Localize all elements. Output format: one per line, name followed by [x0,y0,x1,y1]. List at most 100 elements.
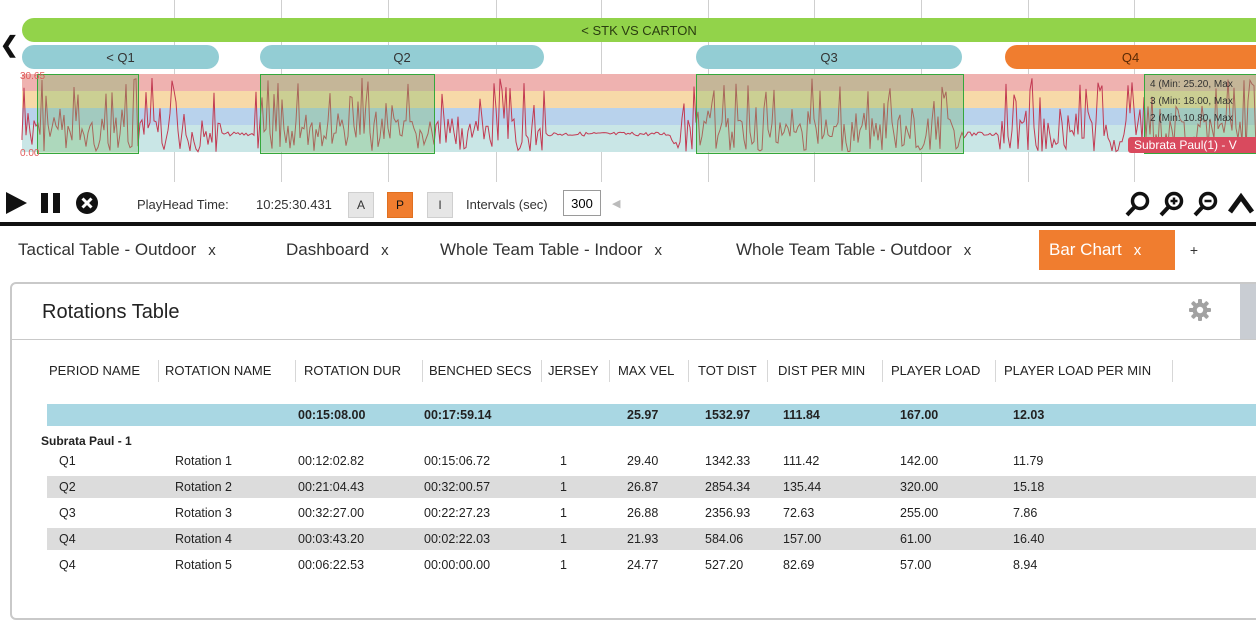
table-cell: 26.88 [627,506,659,520]
rotation-selection[interactable] [696,74,964,154]
mode-p-button[interactable]: P [387,192,413,218]
quarter-q3-pill[interactable]: Q3 [696,45,962,69]
tab-bar: Tactical Table - Outdoor x Dashboard x Who… [0,230,1256,270]
gear-icon[interactable] [1188,298,1212,322]
table-cell: Q3 [59,506,76,520]
tab-whole-team-table-indoor[interactable]: Whole Team Table - Indoor x [414,230,740,270]
panel-side-handle[interactable] [1240,284,1256,339]
game-period-bar[interactable]: < STK VS CARTON [22,18,1256,42]
column-header[interactable]: PERIOD NAME [49,363,141,378]
chevron-up-icon[interactable] [1226,190,1256,218]
search-icon[interactable] [1124,190,1152,218]
tab-whole-team-table-outdoor[interactable]: Whole Team Table - Outdoor x [718,230,1054,270]
table-cell: 2854.34 [705,480,751,494]
quarter-q2-pill[interactable]: Q2 [260,45,544,69]
playhead-time: 10:25:30.431 [256,197,332,212]
close-icon[interactable]: x [1133,241,1142,259]
table-cell: 16.40 [1013,532,1045,546]
chevron-left-icon[interactable]: ❮ [0,32,19,57]
table-cell: Q4 [59,558,76,572]
table-cell: 00:02:22.03 [424,532,491,546]
table-cell: 157.00 [783,532,822,546]
panel-header: Rotations Table [12,284,1256,340]
table-cell: 1 [560,558,567,572]
table-cell: 24.77 [627,558,659,572]
rotation-selection[interactable] [260,74,435,154]
pause-icon[interactable] [38,190,64,216]
play-icon[interactable] [3,190,29,216]
quarter-q4-pill[interactable]: Q4 [1005,45,1256,69]
table-row[interactable]: Q2 Rotation 2 00:21:04.43 00:32:00.57 1 26.87… [47,476,1256,498]
zoom-in-icon[interactable] [1158,190,1186,218]
group-label: Subrata Paul - 1 [41,434,132,448]
velocity-trace [21,77,1256,153]
table-cell: 29.40 [627,454,659,468]
table-cell: Rotation 5 [175,558,232,572]
table-cell: 1 [560,506,567,520]
rotations-table-panel: Rotations Table PERIOD NAME ROTATION NAM… [10,282,1256,620]
add-tab-button[interactable]: + [1189,242,1199,258]
table-cell: Rotation 2 [175,480,232,494]
column-header[interactable]: JERSEY [548,363,599,378]
table-cell: 00:32:00.57 [424,480,491,494]
close-icon[interactable]: x [963,241,972,259]
tab-label: Bar Chart [1049,240,1122,259]
totals-row[interactable]: 00:15:08.00 00:17:59.14 25.97 1532.97 11… [47,404,1256,426]
close-icon[interactable]: x [208,241,216,259]
table-cell: Q4 [59,532,76,546]
column-separator [1172,360,1173,382]
player-tag[interactable]: Subrata Paul(1) - V [1128,137,1256,153]
column-header[interactable]: DIST PER MIN [778,363,866,378]
quarter-q1-pill[interactable]: < Q1 [22,45,219,69]
intervals-input[interactable] [563,190,601,216]
table-cell: 12.03 [1013,408,1045,422]
column-header[interactable]: PLAYER LOAD PER MIN [1004,363,1152,378]
table-cell: 1342.33 [705,454,751,468]
column-separator [882,360,883,382]
mode-a-button[interactable]: A [348,192,374,218]
table-row[interactable]: Q4 Rotation 4 00:03:43.20 00:02:22.03 1 21.93… [47,528,1256,550]
column-header[interactable]: BENCHED SECS [429,363,532,378]
caret-left-icon[interactable]: ◀ [612,198,621,210]
table-row[interactable]: Q3 Rotation 3 00:32:27.00 00:22:27.23 1 26.88… [47,502,1256,524]
table-cell: 111.42 [783,454,820,468]
column-header[interactable]: MAX VEL [618,363,675,378]
table-cell: 1532.97 [705,408,751,422]
table-cell: 00:21:04.43 [298,480,365,494]
table-cell: 1 [560,454,567,468]
tab-label: Whole Team Table - Indoor [440,240,643,259]
tab-bar-chart[interactable]: Bar Chart x [1039,230,1175,270]
table-cell: 7.86 [1013,506,1038,520]
stop-circle-icon[interactable] [74,190,100,216]
table-cell: 00:12:02.82 [298,454,365,468]
column-header[interactable]: ROTATION NAME [165,363,272,378]
section-divider [0,222,1256,226]
close-icon[interactable]: x [654,241,663,259]
table-row[interactable]: Q1 Rotation 1 00:12:02.82 00:15:06.72 1 29.40… [47,450,1256,472]
rotation-selection[interactable] [37,74,139,154]
column-header[interactable]: ROTATION DUR [304,363,402,378]
column-header[interactable]: TOT DIST [698,363,757,378]
intervals-label: Intervals (sec) [466,197,548,212]
table-row[interactable]: Q4 Rotation 5 00:06:22.53 00:00:00.00 1 24.77… [47,554,1256,576]
table-cell: 00:15:06.72 [424,454,491,468]
table-cell: 11.79 [1013,454,1044,468]
close-icon[interactable]: x [381,241,389,259]
tab-tactical-table-outdoor[interactable]: Tactical Table - Outdoor x [0,230,284,270]
table-cell: 82.69 [783,558,815,572]
zoom-out-icon[interactable] [1192,190,1220,218]
table-cell: 15.18 [1013,480,1045,494]
timeline-panel[interactable]: ❮ < STK VS CARTON < Q1 Q2 Q3 Q4 30.65 0.… [0,0,1256,182]
table-cell: 00:00:00.00 [424,558,491,572]
mode-i-button[interactable]: I [427,192,453,218]
tab-dashboard[interactable]: Dashboard x [266,230,434,270]
tab-label: Tactical Table - Outdoor [18,240,197,259]
table-cell: Q2 [59,480,76,494]
table-cell: 167.00 [900,408,939,422]
zone-legend-item: 3 (Min: 18.00, Max [1150,96,1233,107]
table-cell: 255.00 [900,506,939,520]
table-cell: 25.97 [627,408,659,422]
table-cell: 584.06 [705,532,744,546]
column-header[interactable]: PLAYER LOAD [891,363,981,378]
table-cell: 2356.93 [705,506,751,520]
